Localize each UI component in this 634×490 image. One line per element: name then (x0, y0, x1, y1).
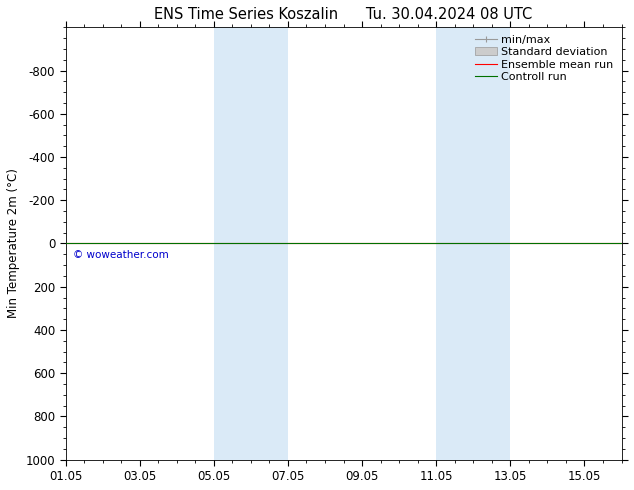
Bar (436, 27, 473, 460)
Bar (214, 27, 251, 460)
Y-axis label: Min Temperature 2m (°C): Min Temperature 2m (°C) (7, 169, 20, 318)
Legend: min/max, Standard deviation, Ensemble mean run, Controll run: min/max, Standard deviation, Ensemble me… (472, 33, 616, 84)
Text: © woweather.com: © woweather.com (73, 250, 169, 260)
Title: ENS Time Series Koszalin      Tu. 30.04.2024 08 UTC: ENS Time Series Koszalin Tu. 30.04.2024 … (155, 7, 533, 22)
Bar (251, 27, 288, 460)
Bar (473, 27, 510, 460)
